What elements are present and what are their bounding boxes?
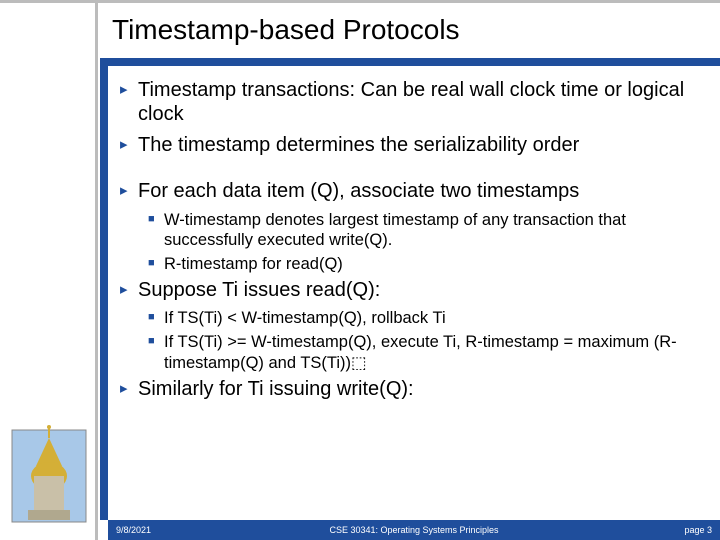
bullet-marker-icon: ▸	[120, 278, 138, 302]
bullet-4-2-text: If TS(Ti) >= W-timestamp(Q), execute Ti,…	[164, 332, 708, 372]
footer-bar: 9/8/2021 CSE 30341: Operating Systems Pr…	[108, 520, 720, 540]
grey-left-border	[95, 0, 98, 540]
bullet-3-2-text: R-timestamp for read(Q)	[164, 254, 343, 274]
bullet-3-1-text: W-timestamp denotes largest timestamp of…	[164, 210, 708, 250]
left-blue-strip	[100, 66, 108, 520]
bullet-3-text: For each data item (Q), associate two ti…	[138, 179, 579, 203]
title-area: Timestamp-based Protocols	[112, 14, 702, 56]
bullet-2-text: The timestamp determines the serializabi…	[138, 133, 579, 157]
bullet-5-text: Similarly for Ti issuing write(Q):	[138, 377, 414, 401]
bullet-3: ▸ For each data item (Q), associate two …	[120, 179, 708, 203]
footer-date: 9/8/2021	[116, 525, 151, 535]
bullet-marker-icon: ▸	[120, 377, 138, 401]
subbullet-marker-icon: ■	[148, 308, 164, 328]
bullet-3-2: ■ R-timestamp for read(Q)	[148, 254, 708, 274]
grey-top-border	[0, 0, 720, 3]
title-underline-bar	[100, 58, 720, 66]
slide-title: Timestamp-based Protocols	[112, 14, 702, 46]
bullet-4-1: ■ If TS(Ti) < W-timestamp(Q), rollback T…	[148, 308, 708, 328]
bullet-4-text: Suppose Ti issues read(Q):	[138, 278, 380, 302]
bullet-1-text: Timestamp transactions: Can be real wall…	[138, 78, 708, 127]
bullet-4-1-text: If TS(Ti) < W-timestamp(Q), rollback Ti	[164, 308, 446, 328]
subbullet-marker-icon: ■	[148, 254, 164, 274]
bullet-2: ▸ The timestamp determines the serializa…	[120, 133, 708, 157]
bullet-1: ▸ Timestamp transactions: Can be real wa…	[120, 78, 708, 127]
footer-page: page 3	[684, 525, 712, 535]
bullet-4-2: ■ If TS(Ti) >= W-timestamp(Q), execute T…	[148, 332, 708, 372]
bullet-4: ▸ Suppose Ti issues read(Q):	[120, 278, 708, 302]
bullet-5: ▸ Similarly for Ti issuing write(Q):	[120, 377, 708, 401]
bullet-marker-icon: ▸	[120, 133, 138, 157]
subbullet-marker-icon: ■	[148, 210, 164, 250]
bullet-marker-icon: ▸	[120, 78, 138, 127]
dome-logo-icon	[8, 416, 90, 526]
footer-course: CSE 30341: Operating Systems Principles	[329, 525, 498, 535]
bullet-marker-icon: ▸	[120, 179, 138, 203]
subbullet-marker-icon: ■	[148, 332, 164, 372]
content-area: ▸ Timestamp transactions: Can be real wa…	[120, 78, 708, 498]
bullet-3-1: ■ W-timestamp denotes largest timestamp …	[148, 210, 708, 250]
